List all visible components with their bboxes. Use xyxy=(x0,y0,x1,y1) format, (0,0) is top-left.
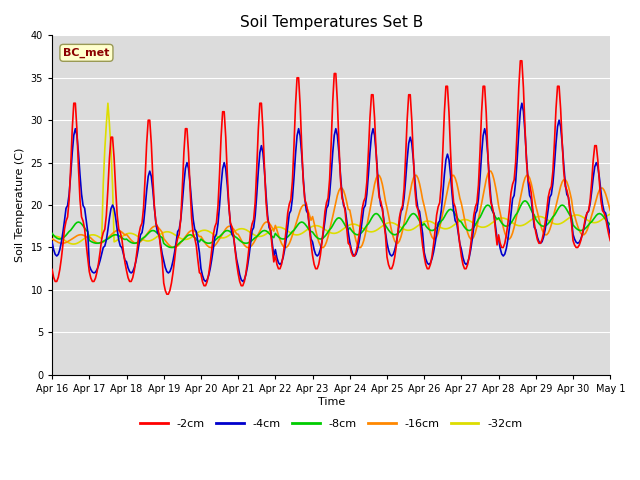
-16cm xyxy=(387,221,394,227)
-16cm xyxy=(607,208,614,214)
-2cm xyxy=(399,203,406,209)
-32cm xyxy=(70,241,77,247)
-4cm xyxy=(607,231,614,237)
Line: -8cm: -8cm xyxy=(52,201,611,248)
-16cm xyxy=(486,168,493,174)
-4cm xyxy=(48,239,56,245)
-2cm xyxy=(48,266,56,272)
-2cm xyxy=(607,238,614,243)
-2cm xyxy=(367,92,375,97)
-8cm xyxy=(367,216,375,221)
-2cm xyxy=(152,220,160,226)
-8cm xyxy=(541,223,549,229)
-8cm xyxy=(607,222,614,228)
-8cm xyxy=(152,229,160,235)
-2cm xyxy=(387,266,394,272)
-16cm xyxy=(399,228,406,234)
-4cm xyxy=(64,203,72,208)
-16cm xyxy=(367,198,375,204)
Line: -32cm: -32cm xyxy=(52,103,611,244)
Title: Soil Temperatures Set B: Soil Temperatures Set B xyxy=(239,15,423,30)
-4cm xyxy=(367,132,375,138)
Line: -4cm: -4cm xyxy=(52,103,611,281)
-2cm xyxy=(541,220,549,226)
-32cm xyxy=(369,229,377,235)
-32cm xyxy=(64,240,72,245)
-4cm xyxy=(518,100,525,106)
Y-axis label: Soil Temperature (C): Soil Temperature (C) xyxy=(15,148,25,262)
Text: BC_met: BC_met xyxy=(63,48,109,58)
Line: -2cm: -2cm xyxy=(52,61,611,294)
Legend: -2cm, -4cm, -8cm, -16cm, -32cm: -2cm, -4cm, -8cm, -16cm, -32cm xyxy=(136,414,527,433)
-2cm xyxy=(64,214,72,220)
-32cm xyxy=(104,100,112,106)
-8cm xyxy=(521,198,529,204)
-4cm xyxy=(387,252,394,257)
-32cm xyxy=(607,211,614,217)
-4cm xyxy=(399,206,406,212)
-2cm xyxy=(163,291,171,297)
-32cm xyxy=(48,234,56,240)
-8cm xyxy=(168,245,175,251)
-16cm xyxy=(541,232,549,238)
-4cm xyxy=(202,278,209,284)
-16cm xyxy=(152,223,160,229)
-8cm xyxy=(399,225,406,231)
-2cm xyxy=(516,58,524,64)
-16cm xyxy=(48,236,56,242)
-8cm xyxy=(387,229,394,235)
-32cm xyxy=(156,232,163,238)
-16cm xyxy=(64,239,72,245)
-4cm xyxy=(152,221,160,227)
X-axis label: Time: Time xyxy=(317,396,345,407)
-32cm xyxy=(388,220,396,226)
-32cm xyxy=(400,227,408,232)
-8cm xyxy=(64,230,72,236)
-4cm xyxy=(541,227,549,233)
-16cm xyxy=(169,245,177,251)
Line: -16cm: -16cm xyxy=(52,171,611,248)
-8cm xyxy=(48,230,56,236)
-32cm xyxy=(541,216,549,221)
